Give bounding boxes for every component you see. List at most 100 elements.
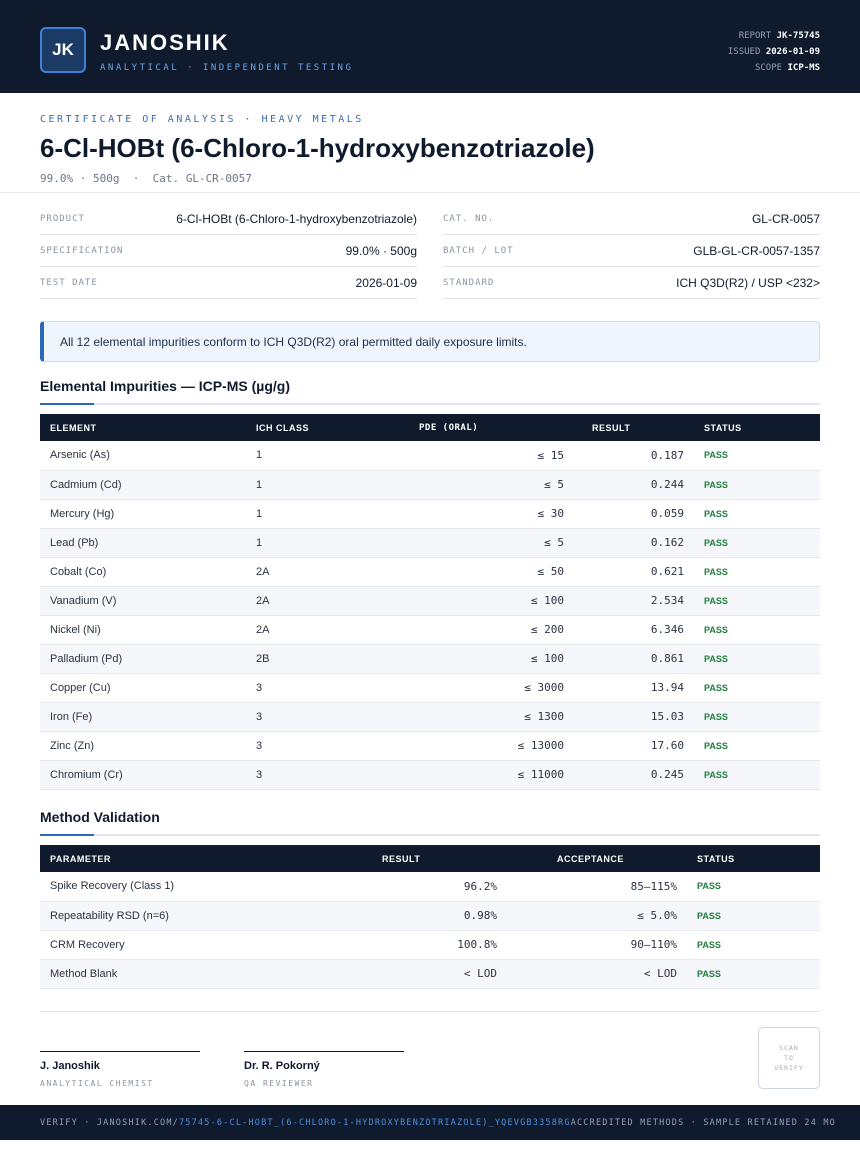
status-badge: PASS: [694, 615, 820, 645]
numeric-cell: 0.244: [574, 470, 694, 500]
status-badge: PASS: [694, 499, 820, 529]
validation-table: PARAMETER RESULT ACCEPTANCE STATUS Spike…: [40, 845, 820, 989]
table-cell: Vanadium (V): [40, 586, 246, 616]
numeric-cell: ≤ 5: [364, 470, 574, 500]
info-row-cat-no: CAT. NO. GL-CR-0057: [443, 203, 820, 235]
table-cell: 1: [246, 528, 364, 558]
table-cell: 3: [246, 760, 364, 790]
info-label: STANDARD: [443, 277, 495, 288]
table-row: CRM Recovery 100.8% 90–110% PASS: [40, 930, 820, 960]
table-cell: Method Blank: [40, 959, 312, 989]
table-row: Vanadium (V) 2A ≤ 100 2.534 PASS: [40, 586, 820, 616]
numeric-cell: ≤ 11000: [364, 760, 574, 790]
numeric-cell: 17.60: [574, 731, 694, 761]
numeric-cell: ≤ 5: [364, 528, 574, 558]
info-label: SPECIFICATION: [40, 245, 124, 256]
brand-logo: JK: [40, 27, 86, 73]
numeric-cell: 85–115%: [507, 872, 687, 902]
table-cell: 1: [246, 470, 364, 500]
impurities-table: ELEMENT ICH CLASS PDE (ORAL) RESULT STAT…: [40, 414, 820, 790]
scope-row: SCOPE ICP-MS: [728, 60, 820, 76]
verify-prefix: VERIFY · JANOSHIK.COM/: [40, 1117, 179, 1128]
column-header: RESULT: [382, 853, 421, 864]
info-row-batch: BATCH / LOT GLB-GL-CR-0057-1357: [443, 235, 820, 267]
validation-section-title: Method Validation: [40, 809, 160, 825]
table-cell: Zinc (Zn): [40, 731, 246, 761]
report-id: JK-75745: [776, 31, 820, 41]
info-column-left: PRODUCT 6-Cl-HOBt (6-Chloro-1-hydroxyben…: [40, 203, 417, 299]
table-row: Chromium (Cr) 3 ≤ 11000 0.245 PASS: [40, 760, 820, 790]
column-header: STATUS: [704, 422, 742, 433]
document-type: CERTIFICATE OF ANALYSIS · HEAVY METALS: [40, 114, 364, 125]
info-row-standard: STANDARD ICH Q3D(R2) / USP <232>: [443, 267, 820, 299]
status-badge: PASS: [694, 702, 820, 732]
issued-row: ISSUED 2026-01-09: [728, 44, 820, 60]
numeric-cell: ≤ 100: [364, 644, 574, 674]
numeric-cell: 0.059: [574, 499, 694, 529]
column-header: ELEMENT: [50, 422, 97, 433]
table-cell: 1: [246, 441, 364, 471]
table-cell: Cobalt (Co): [40, 557, 246, 587]
column-header: ACCEPTANCE: [557, 853, 624, 864]
info-label: TEST DATE: [40, 277, 98, 288]
table-row: Copper (Cu) 3 ≤ 3000 13.94 PASS: [40, 673, 820, 703]
qr-label: SCAN TO VERIFY: [774, 1044, 804, 1072]
table-row: Palladium (Pd) 2B ≤ 100 0.861 PASS: [40, 644, 820, 674]
scope-label: SCOPE: [754, 63, 783, 73]
info-row-product: PRODUCT 6-Cl-HOBt (6-Chloro-1-hydroxyben…: [40, 203, 417, 235]
signatory-role: ANALYTICAL CHEMIST: [40, 1079, 154, 1088]
info-value: ICH Q3D(R2) / USP <232>: [676, 275, 820, 290]
scope-value: ICP-MS: [787, 63, 820, 73]
footer-note: ACCREDITED METHODS · SAMPLE RETAINED 24 …: [570, 1117, 837, 1128]
column-header: PARAMETER: [50, 853, 111, 864]
numeric-cell: ≤ 5.0%: [507, 901, 687, 931]
info-value: GLB-GL-CR-0057-1357: [693, 243, 820, 258]
info-value: 99.0% · 500g: [345, 243, 417, 258]
brand-name: JANOSHIK: [100, 30, 230, 55]
column-header: STATUS: [697, 853, 735, 864]
section-rule: [40, 834, 820, 836]
info-value: GL-CR-0057: [751, 211, 820, 226]
status-badge: PASS: [687, 959, 820, 989]
signature-block: Dr. R. Pokorný QA REVIEWER: [244, 1051, 404, 1088]
numeric-cell: < LOD: [312, 959, 507, 989]
table-row: Method Blank < LOD < LOD PASS: [40, 959, 820, 989]
status-badge: PASS: [694, 470, 820, 500]
verify-link[interactable]: 75745-6-CL-HOBT_(6-CHLORO-1-HYDROXYBENZO…: [178, 1117, 571, 1128]
numeric-cell: ≤ 30: [364, 499, 574, 529]
numeric-cell: 6.346: [574, 615, 694, 645]
table-row: Mercury (Hg) 1 ≤ 30 0.059 PASS: [40, 499, 820, 529]
table-cell: Chromium (Cr): [40, 760, 246, 790]
table-row: Zinc (Zn) 3 ≤ 13000 17.60 PASS: [40, 731, 820, 761]
issued-label: ISSUED: [727, 47, 761, 57]
impurities-section-title: Elemental Impurities — ICP-MS (µg/g): [40, 378, 290, 394]
numeric-cell: 2.534: [574, 586, 694, 616]
table-row: Cadmium (Cd) 1 ≤ 5 0.244 PASS: [40, 470, 820, 500]
signatory-role: QA REVIEWER: [244, 1079, 314, 1088]
signature-block: J. Janoshik ANALYTICAL CHEMIST: [40, 1051, 200, 1088]
table-cell: 1: [246, 499, 364, 529]
numeric-cell: < LOD: [507, 959, 687, 989]
table-row: Iron (Fe) 3 ≤ 1300 15.03 PASS: [40, 702, 820, 732]
report-label: REPORT: [738, 31, 772, 41]
numeric-cell: 100.8%: [312, 930, 507, 960]
table-cell: 2B: [246, 644, 364, 674]
numeric-cell: 15.03: [574, 702, 694, 732]
numeric-cell: 0.98%: [312, 901, 507, 931]
status-badge: PASS: [694, 557, 820, 587]
status-badge: PASS: [694, 673, 820, 703]
table-cell: Arsenic (As): [40, 441, 246, 471]
status-badge: PASS: [694, 528, 820, 558]
status-badge: PASS: [687, 872, 820, 902]
brand-tagline: ANALYTICAL · INDEPENDENT TESTING: [100, 63, 354, 73]
numeric-cell: ≤ 15: [364, 441, 574, 471]
numeric-cell: ≤ 13000: [364, 731, 574, 761]
section-accent: [40, 834, 94, 836]
report-footer: VERIFY · JANOSHIK.COM/75745-6-CL-HOBT_(6…: [0, 1105, 860, 1140]
table-cell: Spike Recovery (Class 1): [40, 872, 312, 902]
table-cell: Cadmium (Cd): [40, 470, 246, 500]
verify-qr-placeholder[interactable]: SCAN TO VERIFY: [758, 1027, 820, 1089]
table-cell: 2A: [246, 615, 364, 645]
table-row: Nickel (Ni) 2A ≤ 200 6.346 PASS: [40, 615, 820, 645]
report-meta: REPORT JK-75745 ISSUED 2026-01-09 SCOPE …: [728, 28, 820, 76]
